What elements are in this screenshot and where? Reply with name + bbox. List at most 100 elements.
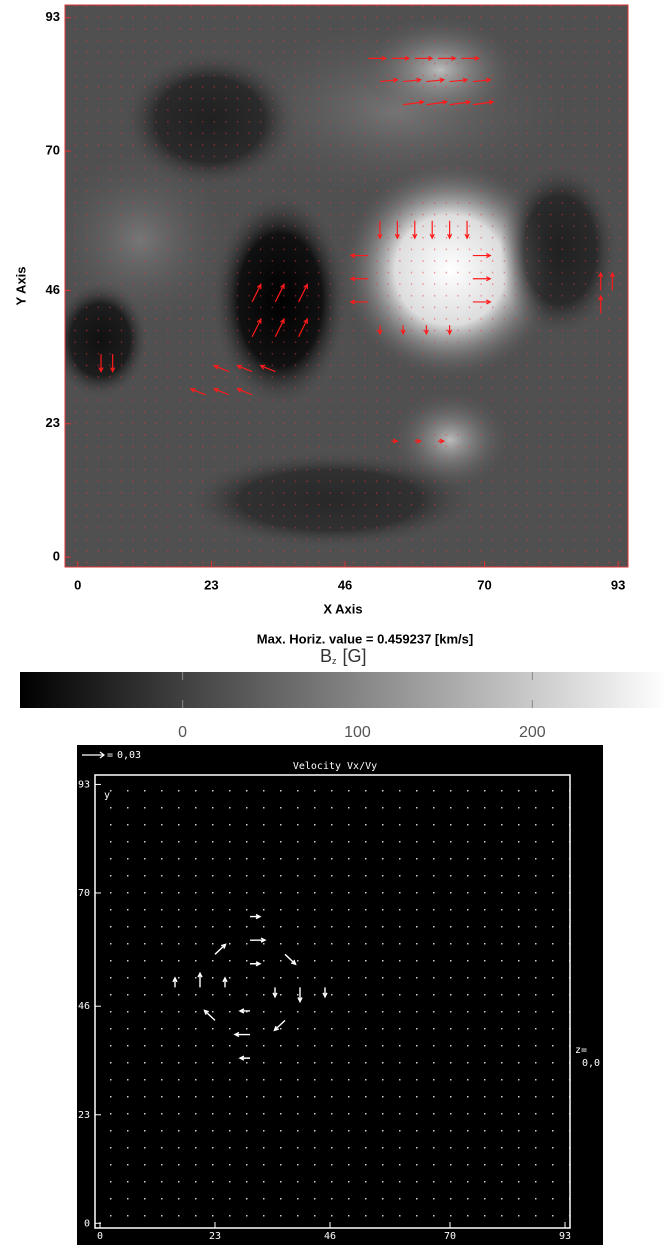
vector-arrow <box>598 294 604 314</box>
x-tick-label: 46 <box>324 1231 336 1242</box>
x-tick-label: 0 <box>74 577 81 592</box>
vector-arrow <box>272 987 278 999</box>
vector-arrow <box>414 438 422 444</box>
vector-arrow <box>472 299 492 305</box>
vector-arrow <box>172 976 178 988</box>
colorbar-label: Bz [G] <box>320 646 367 667</box>
y-tick-label: 23 <box>78 1110 90 1121</box>
vector-arrow <box>236 364 253 373</box>
vector-arrow <box>447 220 453 240</box>
vector-arrow <box>426 99 449 106</box>
vector-arrow <box>284 953 297 966</box>
vector-arrow <box>368 55 388 61</box>
y-tick-label: 0 <box>53 549 60 564</box>
vector-arrow <box>400 325 406 336</box>
colorbar-tick-label: 100 <box>344 724 371 741</box>
y-tick-label: 70 <box>78 888 90 899</box>
vector-arrow <box>238 1055 250 1061</box>
vector-arrow <box>349 253 369 259</box>
x-tick-label: 23 <box>209 1231 221 1242</box>
vector-arrow <box>110 354 116 373</box>
key-prefix: = <box>107 750 113 761</box>
vector-arrow <box>438 55 457 61</box>
vector-arrow <box>472 99 495 106</box>
y-tick-label: 93 <box>78 779 90 790</box>
vector-arrow <box>236 387 253 396</box>
vector-arrow <box>438 438 446 444</box>
vector-arrow <box>449 99 472 106</box>
x-tick-label: 70 <box>477 577 491 592</box>
vector-arrow <box>274 318 285 338</box>
vector-arrow <box>189 387 206 396</box>
vector-arrow <box>213 387 230 396</box>
vector-arrow <box>377 325 383 336</box>
vector-arrow <box>251 283 262 303</box>
x-tick-label: 93 <box>611 577 625 592</box>
y-tick-label: 23 <box>46 415 60 430</box>
vector-arrow <box>391 438 399 444</box>
vector-arrow <box>377 220 383 240</box>
vector-arrow <box>414 55 434 61</box>
vector-arrow <box>349 299 369 305</box>
label-subscript: z <box>332 656 337 666</box>
vector-arrow <box>394 220 400 240</box>
colorbar <box>20 672 667 708</box>
plot-title: Velocity Vx/Vy <box>293 761 377 772</box>
colorbar-tick-label: 200 <box>519 724 546 741</box>
annotation: Max. Horiz. value = 0.459237 [km/s] <box>257 631 473 646</box>
vector-arrow <box>609 271 615 291</box>
x-tick-label: 0 <box>97 1231 103 1242</box>
vector-arrow <box>197 971 203 988</box>
colorbar-tick-label: 0 <box>178 724 187 741</box>
vector-arrow <box>349 276 369 282</box>
label-unit: [G] <box>343 646 367 666</box>
vector-arrow <box>222 976 228 988</box>
vector-arrow <box>298 318 308 338</box>
vector-arrow <box>322 987 328 999</box>
y-axis-label: Y Axis <box>13 266 28 305</box>
x-tick-label: 46 <box>338 577 352 592</box>
x-tick-label: 70 <box>444 1231 456 1242</box>
vector-arrow <box>472 276 492 282</box>
key-arrow <box>82 751 105 759</box>
z-label: z= <box>575 1045 587 1056</box>
plot-frame <box>64 4 629 568</box>
vector-arrow <box>273 1019 286 1032</box>
vector-arrow <box>472 77 492 83</box>
y-tick-label: 46 <box>46 282 60 297</box>
vector-arrow <box>214 943 227 955</box>
y-tick-label: 46 <box>78 1001 90 1012</box>
bz-image <box>65 5 628 567</box>
vector-arrow <box>98 354 104 373</box>
vector-arrow <box>233 1031 250 1038</box>
vector-arrow <box>250 937 267 943</box>
x-tick-label: 93 <box>559 1231 571 1242</box>
label-text: B <box>320 646 332 666</box>
y-axis-label: y <box>104 790 110 801</box>
y-tick-label: 70 <box>46 143 60 158</box>
vector-arrow <box>259 364 276 373</box>
y-tick-label: 0 <box>84 1218 90 1229</box>
vector-arrow <box>472 253 492 259</box>
vector-arrow <box>250 961 262 967</box>
vector-arrow <box>274 283 285 303</box>
vector-arrow <box>297 987 303 1004</box>
vector-arrow <box>391 55 411 61</box>
key-label: 0,03 <box>117 750 141 761</box>
vector-arrow <box>298 283 308 303</box>
vector-arrow <box>598 271 604 291</box>
dot-grid <box>95 775 570 1228</box>
x-tick-label: 23 <box>204 577 218 592</box>
vector-arrow <box>464 220 470 240</box>
z-value: 0,0 <box>582 1058 600 1069</box>
x-axis-label: X Axis <box>323 601 362 616</box>
vector-arrow <box>461 55 481 61</box>
vector-arrow <box>426 77 446 83</box>
vector-arrow <box>412 220 418 240</box>
vector-arrow <box>447 325 453 336</box>
vector-arrow <box>423 325 429 336</box>
vector-arrow <box>238 1008 250 1014</box>
vector-arrow <box>203 1009 216 1021</box>
y-tick-label: 93 <box>46 9 60 24</box>
